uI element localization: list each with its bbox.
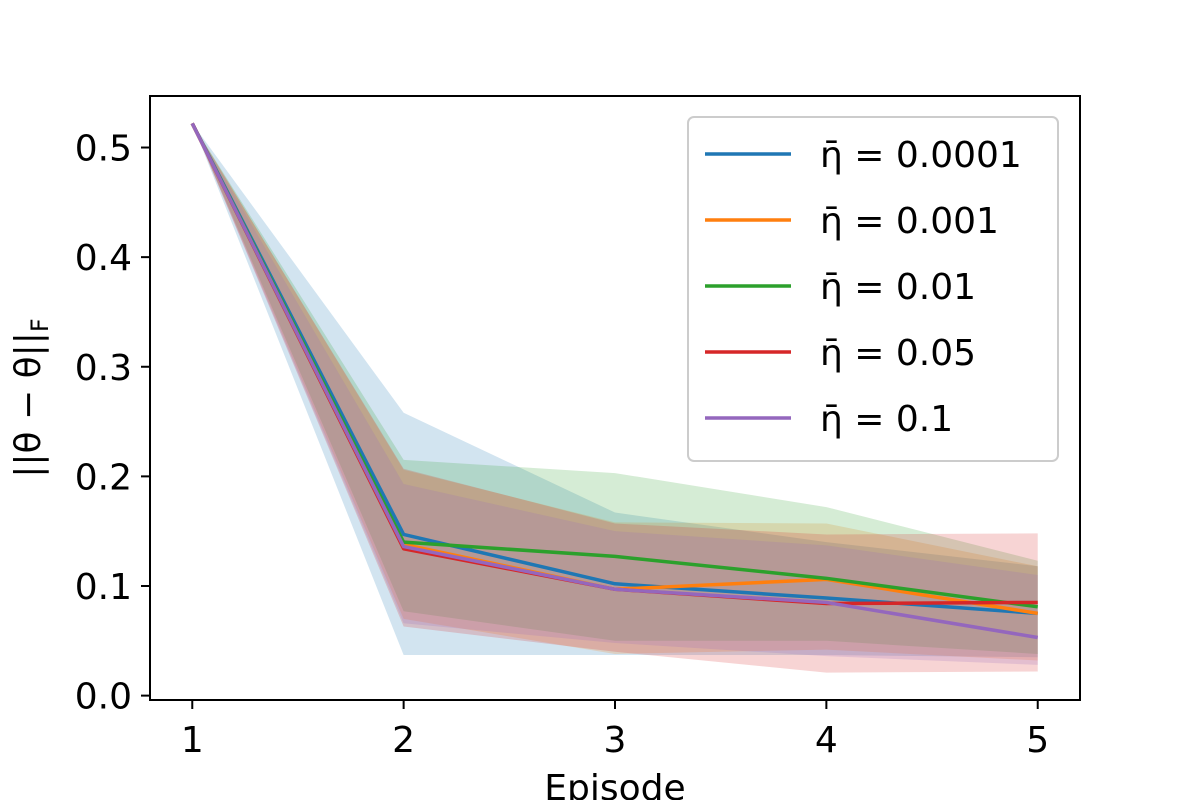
- y-tick-label: 0.4: [75, 238, 132, 279]
- legend-label-4: η̄ = 0.1: [820, 399, 953, 440]
- y-tick-label: 0.5: [75, 129, 132, 170]
- y-axis-title: ||θ − θ||F: [8, 318, 54, 477]
- y-axis-title-subscript: F: [26, 318, 54, 332]
- x-tick-label: 5: [1026, 720, 1049, 761]
- x-tick-label: 3: [604, 720, 627, 761]
- band-series-1: [192, 123, 1038, 661]
- legend-box: [687, 116, 1059, 462]
- x-tick-label: 1: [181, 720, 204, 761]
- x-axis: 1 2 3 4 5: [181, 700, 1049, 761]
- band-series-2: [192, 123, 1038, 654]
- x-tick-label: 2: [392, 720, 415, 761]
- line-series-4: [190, 122, 1039, 640]
- x-tick-label: 4: [815, 720, 838, 761]
- legend-label-2: η̄ = 0.01: [820, 267, 976, 308]
- y-tick-label: 0.3: [75, 348, 132, 389]
- legend-label-1: η̄ = 0.001: [820, 201, 999, 242]
- band-series-0: [192, 123, 1038, 658]
- y-tick-label: 0.1: [75, 567, 132, 608]
- legend: η̄ = 0.0001 η̄ = 0.001 η̄ = 0.01 η̄ = 0.05 η…: [687, 116, 1059, 462]
- y-axis-title-main: ||θ − θ||: [8, 332, 49, 478]
- legend-label-3: η̄ = 0.05: [820, 333, 976, 374]
- y-tick-label: 0.2: [75, 457, 132, 498]
- y-tick-label: 0.0: [75, 677, 132, 718]
- x-axis-title: Episode: [544, 768, 685, 800]
- y-axis: 0.0 0.1 0.2 0.3 0.4 0.5: [75, 129, 150, 718]
- series-lines: [190, 122, 1039, 640]
- band-series-4: [192, 123, 1038, 665]
- legend-label-0: η̄ = 0.0001: [820, 135, 1022, 176]
